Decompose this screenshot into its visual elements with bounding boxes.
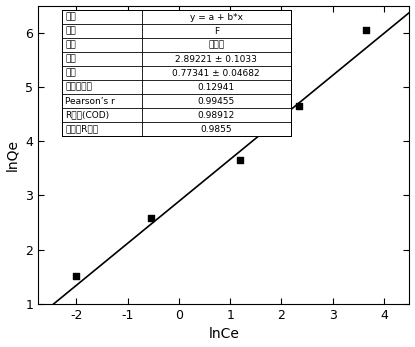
Y-axis label: lnQe: lnQe bbox=[5, 139, 20, 171]
Text: 方程: 方程 bbox=[65, 12, 76, 22]
Text: 绘图: 绘图 bbox=[65, 27, 76, 36]
Point bbox=[237, 158, 244, 163]
Text: 不加权: 不加权 bbox=[208, 41, 225, 50]
Point bbox=[73, 273, 80, 279]
Text: 残差平方和: 残差平方和 bbox=[65, 83, 92, 92]
Text: 0.9855: 0.9855 bbox=[200, 125, 232, 134]
Text: 0.98912: 0.98912 bbox=[198, 111, 235, 120]
FancyBboxPatch shape bbox=[62, 10, 290, 136]
Text: 截距: 截距 bbox=[65, 54, 76, 64]
Text: 调整后R平方: 调整后R平方 bbox=[65, 125, 98, 134]
Text: 权重: 权重 bbox=[65, 41, 76, 50]
Text: R平方(COD): R平方(COD) bbox=[65, 111, 109, 120]
Text: 0.12941: 0.12941 bbox=[198, 83, 235, 92]
Text: y = a + b*x: y = a + b*x bbox=[190, 12, 243, 22]
Text: 2.89221 ± 0.1033: 2.89221 ± 0.1033 bbox=[176, 54, 257, 64]
Point bbox=[147, 215, 154, 221]
Text: 斜率: 斜率 bbox=[65, 69, 76, 78]
Text: F: F bbox=[214, 27, 219, 36]
Text: Pearson’s r: Pearson’s r bbox=[65, 97, 115, 106]
Text: 0.99455: 0.99455 bbox=[198, 97, 235, 106]
Text: 0.77341 ± 0.04682: 0.77341 ± 0.04682 bbox=[173, 69, 260, 78]
Point bbox=[363, 27, 369, 33]
X-axis label: lnCe: lnCe bbox=[208, 328, 239, 341]
Point bbox=[296, 103, 303, 109]
